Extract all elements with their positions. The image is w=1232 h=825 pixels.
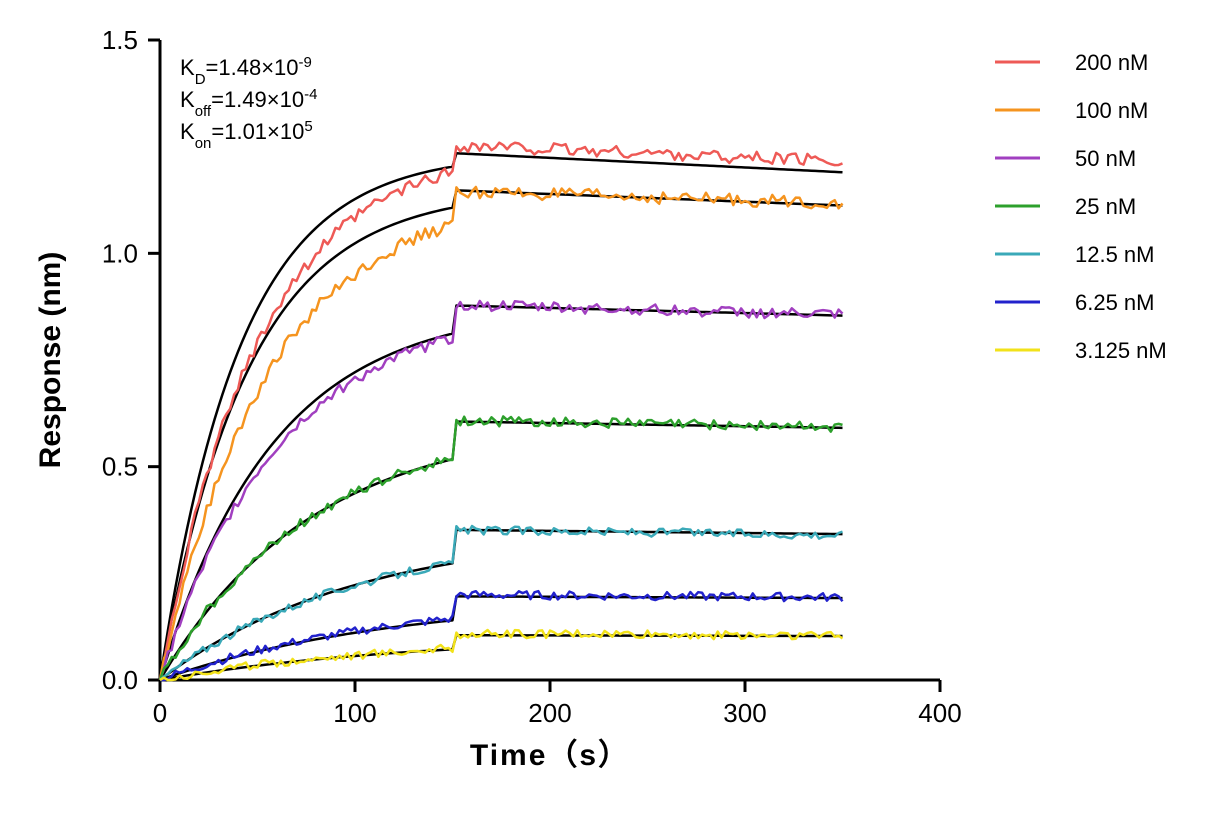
legend-label: 12.5 nM [1075, 242, 1155, 267]
x-tick-label: 300 [723, 698, 766, 728]
x-tick-label: 200 [528, 698, 571, 728]
legend-label: 6.25 nM [1075, 290, 1155, 315]
kinetics-annotation: Koff=1.49×10-4 [180, 86, 317, 120]
data-curve [160, 526, 843, 680]
chart-svg: 0 100 200 300 400 0.0 0.5 1.0 1.5 Time（s） Response… [0, 0, 1232, 825]
data-curve [160, 143, 843, 680]
x-axis-title: Time（s） [470, 738, 630, 772]
y-tick-label: 0.0 [102, 665, 138, 695]
legend-label: 25 nM [1075, 194, 1136, 219]
legend-label: 50 nM [1075, 146, 1136, 171]
fit-curve [160, 422, 843, 681]
x-tick-label: 0 [153, 698, 167, 728]
fit-curve [160, 305, 843, 680]
kinetics-annotation: KD=1.48×10-9 [180, 54, 312, 88]
legend-label: 3.125 nM [1075, 338, 1167, 363]
fit-curve [160, 190, 843, 680]
fit-curve [160, 635, 843, 680]
y-tick-label: 1.5 [102, 25, 138, 55]
x-tick-label: 400 [918, 698, 961, 728]
y-axis-title: Response (nm) [34, 252, 67, 469]
y-tick-label: 1.0 [102, 238, 138, 268]
legend-label: 200 nM [1075, 50, 1148, 75]
fit-curve [160, 153, 843, 680]
legend-label: 100 nM [1075, 98, 1148, 123]
data-curve [160, 301, 843, 680]
kinetics-annotation: Kon=1.01×105 [180, 118, 313, 152]
data-curve [160, 630, 843, 680]
data-curve [160, 187, 843, 680]
x-tick-label: 100 [333, 698, 376, 728]
y-tick-label: 0.5 [102, 452, 138, 482]
binding-kinetics-chart: 0 100 200 300 400 0.0 0.5 1.0 1.5 Time（s） Response… [0, 0, 1232, 825]
